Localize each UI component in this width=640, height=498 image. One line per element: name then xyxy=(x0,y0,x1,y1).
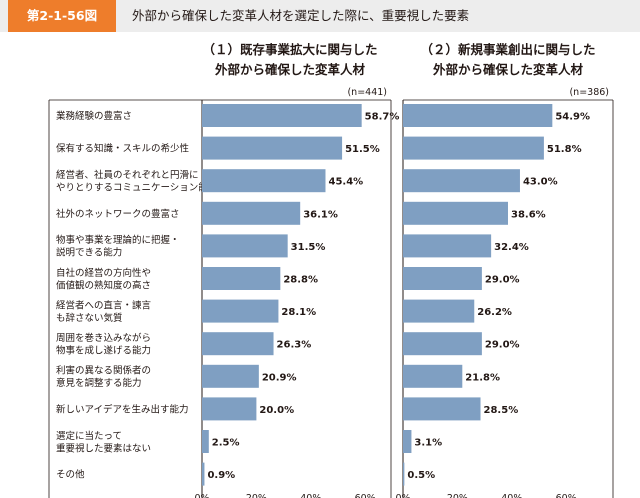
panel-1-bar xyxy=(202,201,301,225)
category-label: 経営者への直言・諫言 xyxy=(56,299,152,311)
panel-2-title-line-2: 外部から確保した変革人材 xyxy=(432,62,583,77)
category-label: 意見を調整する能力 xyxy=(56,377,142,389)
panel-2-value-label: 29.0% xyxy=(485,340,520,351)
category-label: その他 xyxy=(56,469,85,481)
panel-2-value-label: 32.4% xyxy=(494,242,529,253)
panel-2-bar xyxy=(403,169,520,193)
panel-1-bar xyxy=(202,364,259,388)
panel-2-value-label: 21.8% xyxy=(465,372,500,383)
panel-2-bar xyxy=(403,234,492,258)
panel-1-bar xyxy=(202,397,257,421)
category-label: 社外のネットワークの豊富さ xyxy=(56,208,180,220)
panel-1-bar xyxy=(202,462,205,486)
panel-1-bar xyxy=(202,169,326,193)
panel-2-value-label: 38.6% xyxy=(511,209,546,220)
panel-1-title-line-1: （１）既存事業拡大に関与した xyxy=(202,42,378,57)
panel-2-value-label: 54.9% xyxy=(555,112,590,123)
panel-1-value-label: 36.1% xyxy=(303,209,338,220)
panel-1-value-label: 20.0% xyxy=(259,405,294,416)
panel-1-x-tick-label: 0% xyxy=(194,493,209,498)
panel-1-value-label: 0.9% xyxy=(207,470,235,481)
panel-1-bar xyxy=(202,299,279,323)
panel-2-value-label: 28.5% xyxy=(484,405,519,416)
category-label: 自社の経営の方向性や xyxy=(56,267,151,279)
panel-2-value-label: 43.0% xyxy=(523,177,558,188)
panel-2-value-label: 26.2% xyxy=(477,307,512,318)
panel-1-value-label: 26.3% xyxy=(277,340,312,351)
panel-1-value-label: 2.5% xyxy=(212,438,240,449)
panel-1-x-tick-label: 20% xyxy=(246,493,267,498)
panel-2-value-label: 0.5% xyxy=(407,470,435,481)
panel-1-value-label: 28.1% xyxy=(281,307,316,318)
panel-1-n-label: (n=441) xyxy=(347,87,387,98)
panel-1-bar xyxy=(202,332,274,356)
panel-1-value-label: 20.9% xyxy=(262,372,297,383)
category-label: やりとりするコミュニケーション能力 xyxy=(56,181,217,193)
figure-number: 第2-1-56図 xyxy=(8,0,116,32)
panel-1-value-label: 45.4% xyxy=(328,177,363,188)
category-label: 重要視した要素はない xyxy=(56,442,151,454)
panel-2-bar xyxy=(403,267,482,290)
panel-2-x-tick-label: 20% xyxy=(447,493,468,498)
panel-2-n-label: (n=386) xyxy=(569,87,609,98)
panel-1-bar xyxy=(202,234,288,258)
panel-1-x-tick-label: 60% xyxy=(355,493,376,498)
panel-2-bar xyxy=(403,201,508,225)
panel-1-bar xyxy=(202,104,362,127)
panel-2-x-tick-label: 0% xyxy=(395,493,410,498)
figure-title: 外部から確保した変革人材を選定した際に、重要視した要素 xyxy=(132,8,470,23)
panel-1-value-label: 58.7% xyxy=(365,112,400,123)
panel-2-bar xyxy=(403,136,544,160)
panel-2-bar xyxy=(403,104,553,127)
category-label: 選定に当たって xyxy=(56,430,122,442)
category-label: 利害の異なる関係者の xyxy=(56,365,151,377)
category-label: 物事を成し遂げる能力 xyxy=(56,344,151,356)
panel-2-x-tick-label: 40% xyxy=(501,493,522,498)
category-label: も辞さない気質 xyxy=(56,312,123,324)
panel-1-bar xyxy=(202,267,281,290)
figure-header: 第2-1-56図 外部から確保した変革人材を選定した際に、重要視した要素 xyxy=(0,0,640,32)
category-label: 業務経験の豊富さ xyxy=(56,110,132,122)
panel-2-bar xyxy=(403,332,482,356)
panel-2-bar xyxy=(403,299,475,323)
category-label: 保有する知識・スキルの希少性 xyxy=(56,143,190,155)
panel-2-bar xyxy=(403,430,412,453)
category-label: 説明できる能力 xyxy=(56,247,122,259)
category-label: 物事や事業を理論的に把握・ xyxy=(56,234,180,246)
panel-2-value-label: 51.8% xyxy=(547,144,582,155)
panel-2-title: （２）新規事業創出に関与した 外部から確保した変革人材 xyxy=(388,40,628,80)
panel-1-bar xyxy=(202,430,209,453)
panel-2-bar xyxy=(403,462,405,486)
panel-2-bar xyxy=(403,364,463,388)
panel-1-value-label: 51.5% xyxy=(345,144,380,155)
panel-1-x-tick-label: 40% xyxy=(300,493,321,498)
panel-2-title-line-1: （２）新規事業創出に関与した xyxy=(420,42,596,57)
panel-2-x-tick-label: 60% xyxy=(556,493,577,498)
panel-2-value-label: 3.1% xyxy=(414,438,442,449)
category-label: 価値観の熟知度の高さ xyxy=(56,279,151,291)
category-label: 周囲を巻き込みながら xyxy=(56,332,151,344)
panel-2-bar xyxy=(403,397,481,421)
panel-1-value-label: 31.5% xyxy=(291,242,326,253)
category-label: 新しいアイデアを生み出す能力 xyxy=(56,403,189,415)
panel-2-value-label: 29.0% xyxy=(485,275,520,286)
panel-1-title-line-2: 外部から確保した変革人材 xyxy=(214,62,365,77)
panel-1-bar xyxy=(202,136,343,160)
category-label: 経営者、社員のそれぞれと円滑に xyxy=(56,169,199,181)
panel-1-value-label: 28.8% xyxy=(283,275,318,286)
panel-1-title: （１）既存事業拡大に関与した 外部から確保した変革人材 xyxy=(170,40,410,80)
